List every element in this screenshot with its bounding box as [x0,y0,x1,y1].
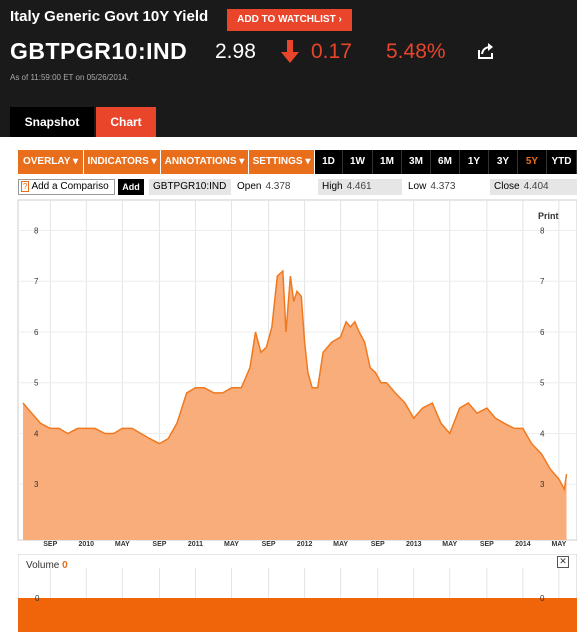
period-6m[interactable]: 6M [431,150,460,174]
x-tick-label: MAY [224,541,239,548]
volume-axis-right: 0 [540,594,545,603]
y-axis-right: 3 4 5 6 7 8 [540,226,545,489]
add-to-watchlist-button[interactable]: ADD TO WATCHLIST › [227,9,352,31]
x-tick-label: MAY [333,541,348,548]
tab-snapshot[interactable]: Snapshot [10,107,94,137]
x-tick-label: 2012 [297,541,313,548]
y-axis-left: 3 4 5 6 7 8 [34,226,39,489]
quote-row: ? Add a Compariso Add GBTPGR10:IND Open 4.… [18,178,577,198]
y-tick-label: 4 [540,429,545,438]
annotations-menu[interactable]: ANNOTATIONS ▾ [161,150,249,174]
watchlist-label: ADD TO WATCHLIST [237,14,336,25]
quote-header: Italy Generic Govt 10Y Yield ADD TO WATC… [0,0,577,137]
x-tick-label: 2014 [515,541,531,548]
x-tick-label: SEP [371,541,385,548]
y-tick-label: 7 [540,277,545,286]
chart-toolbar: OVERLAY ▾ INDICATORS ▾ ANNOTATIONS ▾ SET… [18,150,577,174]
open-cell: Open 4.378 [233,179,317,195]
chevron-right-icon: › [338,14,342,25]
period-1y[interactable]: 1Y [460,150,489,174]
yield-area [23,271,567,540]
low-cell: Low 4.373 [404,179,488,195]
low-label: Low [408,181,427,192]
tab-chart[interactable]: Chart [96,107,156,137]
add-compare-button[interactable]: Add [118,179,144,195]
indicators-menu[interactable]: INDICATORS ▾ [84,150,161,174]
close-cell: Close 4.404 [490,179,577,195]
overlay-menu[interactable]: OVERLAY ▾ [18,150,84,174]
volume-label-row: Volume 0 [26,560,68,571]
yield-line [22,269,568,492]
volume-axis-left: 0 [35,594,40,603]
x-tick-label: SEP [262,541,276,548]
y-tick-label: 7 [34,277,39,286]
period-ytd[interactable]: YTD [547,150,577,174]
y-tick-label: 4 [34,429,39,438]
open-value: 4.378 [265,181,291,192]
compare-placeholder: Add a Compariso [31,181,109,192]
period-1w[interactable]: 1W [343,150,373,174]
open-label: Open [237,181,262,192]
y-tick-label: 5 [34,379,39,388]
y-tick-label: 8 [34,226,39,235]
high-value: 4.461 [346,181,372,192]
price-change: 0.17 [311,40,352,63]
high-label: High [322,181,343,192]
period-5y[interactable]: 5Y [518,150,547,174]
period-1m[interactable]: 1M [373,150,402,174]
settings-menu[interactable]: SETTINGS ▾ [249,150,315,174]
period-1d[interactable]: 1D [315,150,343,174]
period-3m[interactable]: 3M [402,150,431,174]
volume-panel: 0 0 Volume 0 ✕ [18,554,577,632]
compare-input[interactable]: ? Add a Compariso [18,179,115,195]
x-tick-label: MAY [551,541,566,548]
x-axis: SEP 2010 MAY SEP 2011 MAY SEP 2012 MAY SEP 2013 MAY… [43,541,566,548]
close-label: Close [494,181,520,192]
low-value: 4.373 [430,181,456,192]
x-tick-label: 2011 [188,541,203,548]
x-tick-label: MAY [442,541,457,548]
price-chart[interactable]: 3 4 5 6 7 8 3 4 5 6 7 8 SEP 2010 MAY SEP 2011 MAY SEP 201… [17,199,577,548]
share-icon[interactable] [477,42,495,60]
security-title: Italy Generic Govt 10Y Yield [10,8,209,25]
x-tick-label: 2010 [79,541,95,548]
as-of-timestamp: As of 11:59:00 ET on 05/26/2014. [10,73,129,82]
high-cell: High 4.461 [318,179,402,195]
close-value: 4.404 [523,181,549,192]
help-icon[interactable]: ? [21,181,30,192]
y-tick-label: 3 [34,480,39,489]
ticker-symbol: GBTPGR10:IND [10,38,188,64]
x-tick-label: MAY [115,541,130,548]
down-arrow-icon [281,40,299,63]
volume-value: 0 [62,560,68,571]
print-link[interactable]: Print [538,211,559,221]
y-tick-label: 6 [34,328,39,337]
symbol-value: GBTPGR10:IND [153,181,227,192]
y-tick-label: 5 [540,379,545,388]
y-tick-label: 6 [540,328,545,337]
volume-label: Volume [26,560,60,571]
y-tick-label: 8 [540,226,545,235]
x-tick-label: SEP [43,541,57,548]
close-icon[interactable]: ✕ [557,556,569,568]
x-tick-label: 2013 [406,541,422,548]
y-tick-label: 3 [540,480,545,489]
period-3y[interactable]: 3Y [489,150,518,174]
last-price: 2.98 [215,40,256,63]
percent-change: 5.48% [386,40,446,63]
x-tick-label: SEP [152,541,166,548]
x-tick-label: SEP [480,541,494,548]
symbol-cell: GBTPGR10:IND [149,179,231,195]
volume-bars [18,598,577,632]
